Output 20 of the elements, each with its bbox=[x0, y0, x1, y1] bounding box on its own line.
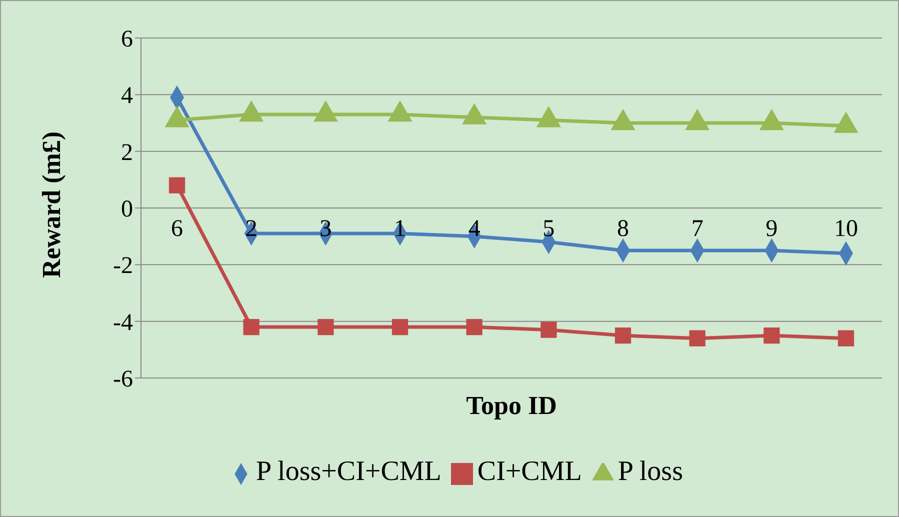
x-tick-label: 6 bbox=[171, 216, 183, 242]
y-tick-label: 0 bbox=[121, 196, 133, 223]
x-axis-title: Topo ID bbox=[466, 391, 557, 420]
legend-label: P loss bbox=[618, 456, 683, 487]
y-tick-label: -6 bbox=[113, 366, 133, 393]
y-tick-label: 2 bbox=[121, 140, 133, 166]
legend-label: P loss+CI+CML bbox=[256, 456, 442, 487]
y-axis-title: Reward (m£) bbox=[37, 131, 66, 278]
x-tick-label: 2 bbox=[245, 216, 258, 242]
x-tick-label: 5 bbox=[542, 216, 555, 242]
x-tick-label: 8 bbox=[617, 216, 629, 242]
legend-label: CI+CML bbox=[477, 456, 582, 487]
x-tick-label: 7 bbox=[691, 216, 704, 242]
y-tick-label: 6 bbox=[121, 26, 133, 53]
y-tick-label: 4 bbox=[121, 83, 133, 110]
y-tick-label: -4 bbox=[113, 310, 133, 336]
x-tick-label: 10 bbox=[834, 216, 858, 242]
y-tick-label: -2 bbox=[113, 253, 133, 280]
x-tick-label: 9 bbox=[766, 216, 778, 242]
x-tick-label: 1 bbox=[394, 216, 406, 242]
